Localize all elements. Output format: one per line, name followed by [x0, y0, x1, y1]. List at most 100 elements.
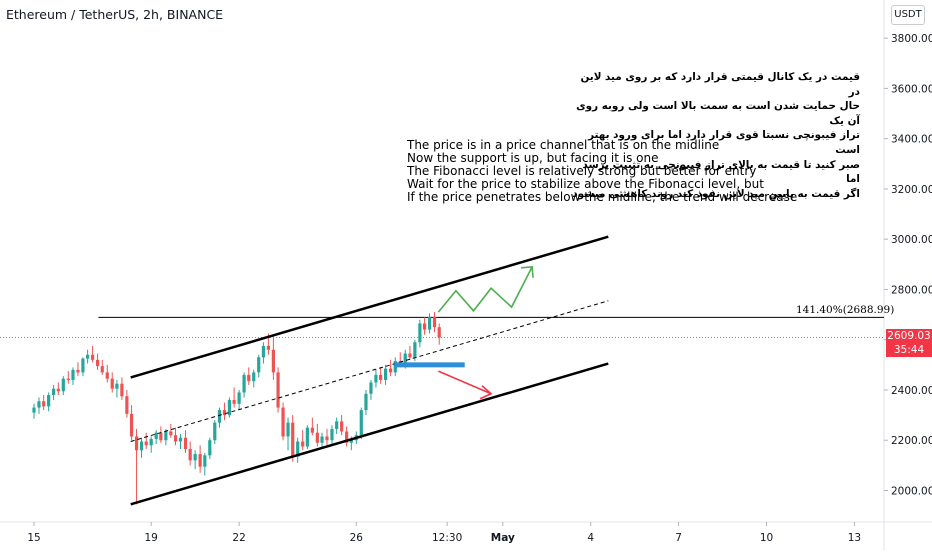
candle-body	[281, 407, 285, 437]
candle-body	[384, 368, 388, 380]
candle-body	[340, 421, 344, 432]
candle-body	[32, 407, 36, 413]
candle-body	[115, 383, 119, 389]
candle-body	[325, 436, 329, 441]
candle-body	[408, 353, 412, 358]
persian-note-line: صبر کنید تا قیمت به بالای تراز فیبونچی ب…	[582, 158, 860, 186]
x-tick-label: 12:30	[432, 532, 462, 544]
candle-body	[61, 378, 65, 392]
candle-body	[257, 357, 261, 373]
x-tick-label: May	[491, 532, 515, 544]
candle-body	[232, 400, 236, 404]
candle-body	[198, 454, 202, 467]
candle-body	[252, 372, 256, 382]
x-tick-label: 7	[675, 532, 682, 544]
persian-note-line: حال حمایت شدن است به سمت بالا است ولی رو…	[576, 100, 860, 127]
candle-body	[164, 431, 168, 441]
candle-body	[91, 354, 95, 360]
y-tick-label: 2800.00	[891, 284, 932, 296]
channel-lower-line	[130, 362, 609, 506]
candle-body	[42, 401, 46, 407]
candle-body	[183, 437, 188, 450]
candle-body	[76, 369, 80, 373]
persian-note-line: قیمت در یک کانال قیمتی قرار دارد که بر ر…	[580, 71, 860, 98]
candle-body	[296, 441, 300, 457]
bar-countdown: 35:44	[893, 344, 925, 356]
y-tick-label: 3200.00	[891, 184, 932, 196]
english-note-line: The Fibonacci level is relatively strong…	[407, 164, 757, 179]
candle-body	[208, 440, 212, 456]
candle-body	[374, 374, 378, 383]
candle-body	[261, 346, 266, 358]
candle-body	[188, 449, 192, 461]
candle-body	[349, 440, 353, 443]
y-tick-label: 3400.00	[891, 134, 932, 146]
channel-midline	[130, 300, 609, 442]
english-note-line: Wait for the price to stabilize above th…	[407, 177, 764, 192]
candle-body	[144, 441, 148, 446]
candle-body	[120, 383, 124, 397]
projection-up-path	[437, 266, 533, 313]
y-tick-label: 2200.00	[891, 435, 932, 447]
x-tick-label: 10	[760, 532, 773, 544]
candle-body	[291, 422, 295, 457]
candle-body	[276, 372, 280, 408]
candle-body	[81, 358, 85, 373]
candle-body	[237, 392, 241, 404]
candle-body	[217, 410, 222, 423]
candle-body	[154, 432, 158, 439]
candle-body	[345, 431, 349, 443]
candle-body	[139, 441, 144, 451]
english-note-line: If the price penetrates below the midlin…	[407, 190, 798, 205]
candle-body	[159, 432, 163, 441]
candle-body	[125, 396, 129, 414]
y-tick-label: 2000.00	[891, 486, 932, 498]
support-zone	[394, 362, 465, 368]
x-tick-label: 15	[27, 532, 40, 544]
candle-body	[227, 400, 232, 416]
candle-body	[427, 317, 432, 330]
x-tick-label: 13	[848, 532, 861, 544]
x-tick-label: 26	[350, 532, 364, 544]
candle-body	[418, 323, 422, 343]
candle-body	[266, 346, 270, 350]
currency-selector[interactable]: USDT	[891, 5, 925, 25]
current-price-badge: 2609.03 35:44	[886, 329, 932, 357]
candle-body	[47, 395, 51, 407]
candle-body	[193, 454, 197, 461]
candle-body	[422, 323, 427, 330]
candle-body	[129, 413, 134, 437]
candle-body	[388, 368, 393, 373]
candle-body	[305, 427, 309, 447]
candle-body	[71, 369, 75, 380]
candle-body	[95, 359, 100, 367]
candle-body	[100, 366, 104, 373]
x-tick-label: 4	[587, 532, 594, 544]
projection-down-arrowhead	[479, 385, 493, 400]
candle-body	[320, 436, 324, 443]
projection-down-line	[438, 370, 492, 395]
candle-body	[149, 438, 153, 446]
candle-body	[169, 431, 173, 436]
x-tick-label: 22	[232, 532, 245, 544]
candle-body	[242, 374, 246, 393]
candle-body	[286, 422, 290, 437]
y-tick-label: 3600.00	[891, 83, 932, 95]
current-price-value: 2609.03	[887, 330, 931, 342]
channel-upper-line	[130, 235, 609, 379]
candle-body	[134, 436, 139, 451]
candle-body	[403, 353, 407, 365]
y-tick-label: 2400.00	[891, 385, 932, 397]
candle-body	[56, 388, 60, 392]
candle-body	[364, 393, 368, 411]
english-note-line: The price is in a price channel that is …	[407, 138, 720, 152]
candle-body	[359, 410, 363, 436]
symbol-header: Ethereum / TetherUS, 2h, BINANCE	[6, 7, 224, 22]
candle-body	[203, 455, 207, 467]
persian-note-line: اگر قیمت به پایین مید لاین نفوذ کند روند…	[572, 187, 860, 200]
projection-up-arrowhead	[521, 265, 534, 278]
candle-body	[301, 441, 305, 447]
english-note-line: Now the support is up, but facing it is …	[407, 151, 659, 166]
candle-body	[110, 378, 114, 389]
